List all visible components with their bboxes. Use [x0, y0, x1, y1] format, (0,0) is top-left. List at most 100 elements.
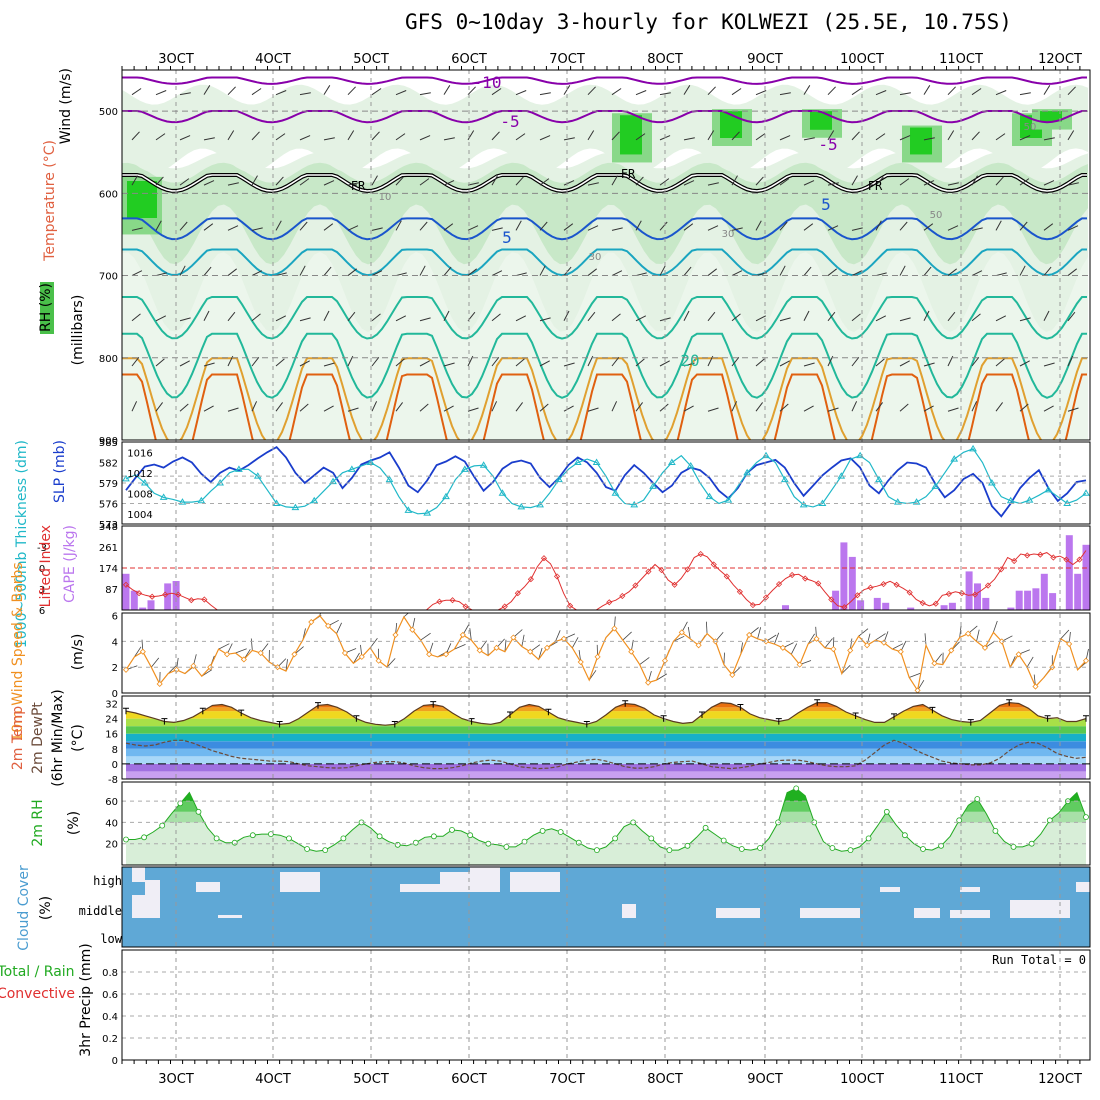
- temp-ylabel: 2m Temp: [10, 706, 26, 770]
- wind-barb: [923, 180, 935, 186]
- cloud-clear-block: [440, 872, 470, 892]
- wind-barb: [299, 221, 308, 231]
- lifted-index-point: [671, 581, 678, 588]
- wind-speed-point: [1015, 651, 1022, 658]
- wind-barb: [827, 268, 838, 276]
- wind-barb: [563, 362, 575, 367]
- wind-speed-point: [527, 648, 534, 655]
- cape-bar: [965, 571, 973, 610]
- wind-barb: [683, 310, 690, 322]
- contour-label-m10: -10: [473, 73, 502, 92]
- date-tick-top: 11OCT: [939, 52, 983, 67]
- slp-tick-label: 1012: [127, 469, 152, 480]
- wind-tick-label: 2: [112, 663, 118, 674]
- wind-barb: [827, 130, 835, 141]
- rh-point: [159, 822, 166, 829]
- lifted-index-point: [723, 573, 730, 580]
- wind-barb-10m: [622, 631, 632, 641]
- rh-contour-label-0: 10: [379, 192, 392, 203]
- run-total: Run Total = 0: [992, 953, 1086, 967]
- lifted-index-point: [501, 603, 508, 610]
- rh-point: [992, 828, 999, 834]
- wind-barb: [971, 88, 982, 96]
- panel-frame-wind: [121, 612, 1091, 694]
- wind-barb: [755, 133, 766, 141]
- date-tick-bottom: 12OCT: [1038, 1072, 1082, 1087]
- temp-units-ylabel: (°C): [70, 724, 86, 752]
- wind-barb: [203, 405, 214, 412]
- wind-barb: [419, 317, 431, 322]
- cloud-clear-block: [132, 867, 145, 882]
- cloud-clear-block: [510, 872, 560, 892]
- rh-point: [231, 839, 238, 846]
- thickness-point: [912, 498, 921, 505]
- panel-frame-prec: [121, 949, 1091, 1061]
- wind-barb: [515, 220, 522, 231]
- wind-barb: [275, 358, 285, 367]
- lifted-index-point: [1050, 554, 1057, 561]
- wind-speed-point: [948, 647, 955, 654]
- wind-barb: [803, 85, 811, 95]
- lifted-index-point: [553, 573, 561, 580]
- wind-barb: [779, 265, 786, 276]
- date-tick-top: 12OCT: [1038, 52, 1082, 67]
- wind-barb: [443, 310, 450, 322]
- contour-label-m5b: -5: [818, 135, 837, 154]
- wind-barb: [539, 403, 549, 412]
- wind-barb: [491, 270, 503, 277]
- wind-barb: [203, 180, 215, 186]
- wind-barb: [563, 180, 575, 186]
- wind-barb: [995, 176, 1004, 186]
- wind-speed-point: [257, 649, 264, 657]
- wind-barb: [971, 131, 980, 141]
- thickness-point: [724, 496, 733, 503]
- wind-barb: [683, 362, 695, 367]
- wind-barb: [635, 358, 645, 367]
- temp-tick-label: 16: [105, 730, 118, 741]
- thickness-point: [705, 492, 714, 500]
- wind-barb: [683, 85, 691, 95]
- cloud-clear-block: [470, 866, 500, 892]
- lifted-index-point: [749, 602, 757, 609]
- wind-barb: [875, 220, 882, 231]
- lifted-index-point: [775, 581, 783, 588]
- thickness-point: [479, 461, 488, 468]
- cloud-clear-block: [800, 908, 860, 918]
- wind-barb-10m: [858, 628, 869, 637]
- wind-speed-point: [325, 622, 332, 629]
- lifted-index-point: [135, 590, 143, 597]
- ua-ylabel-wind: Wind (m/s): [58, 68, 74, 144]
- cloud-clear-block: [716, 908, 760, 918]
- date-tick-bottom: 8OCT: [647, 1072, 683, 1087]
- wind-barb: [611, 88, 622, 96]
- slp-plot: [122, 444, 1090, 518]
- lifted-index-point: [540, 555, 548, 562]
- temp-band: [126, 771, 1086, 779]
- wind-barb: [827, 86, 836, 96]
- contour-label-5a: 5: [502, 228, 512, 247]
- temp-band: [126, 756, 1086, 764]
- wind-barb: [731, 227, 743, 231]
- wind-barb: [611, 131, 620, 141]
- wind-barb: [1043, 310, 1050, 322]
- wind-barb: [179, 221, 188, 231]
- wind-barb-10m: [639, 657, 650, 665]
- wind-barb: [923, 362, 935, 367]
- wind-barb: [227, 86, 236, 96]
- wind-barb: [251, 131, 260, 141]
- wind-barb: [251, 356, 260, 367]
- wind-barb: [275, 315, 287, 322]
- cape-bar: [147, 600, 155, 610]
- wind-barb: [707, 407, 719, 412]
- wind-barb: [803, 180, 815, 186]
- wind-barb: [755, 90, 767, 96]
- wind-barb: [227, 182, 239, 186]
- wind-speed-point: [510, 634, 517, 641]
- wind-barb: [299, 403, 309, 412]
- wind-barb: [659, 360, 670, 367]
- thickness-point: [987, 479, 996, 486]
- rh-point: [793, 785, 800, 792]
- cloud-clear-block: [400, 884, 440, 892]
- temp-minmax-marker: [1044, 715, 1051, 722]
- wind-barb: [443, 180, 455, 186]
